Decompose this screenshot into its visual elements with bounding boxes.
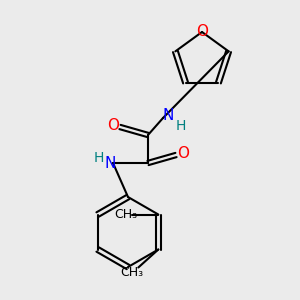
Text: O: O [177,146,189,161]
Text: H: H [94,151,104,165]
Text: CH₃: CH₃ [115,208,138,221]
Text: N: N [104,157,116,172]
Text: CH₃: CH₃ [121,266,144,279]
Text: O: O [107,118,119,134]
Text: O: O [196,25,208,40]
Text: N: N [162,109,174,124]
Text: H: H [176,119,186,133]
